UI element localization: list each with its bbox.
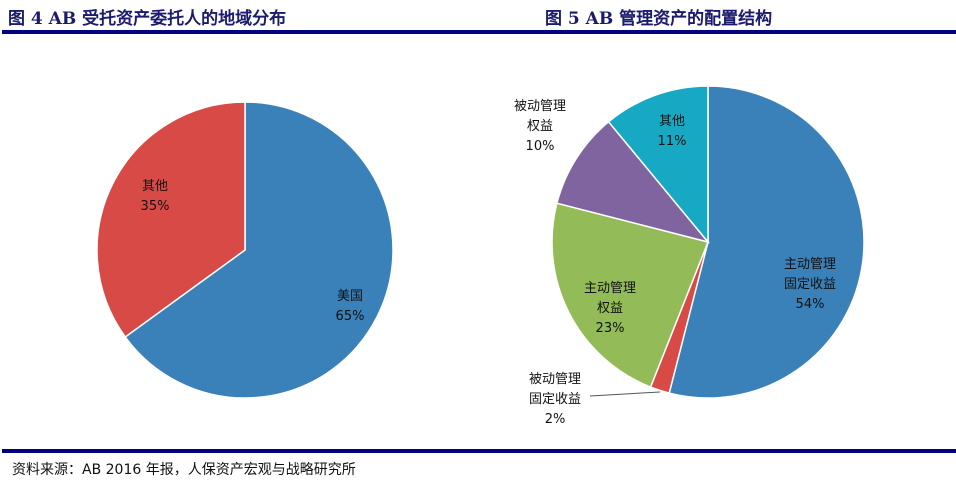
slice-percent-label: 35% [141,199,170,214]
bottom-rule [2,449,956,453]
slice-category-label: 被动管理 [514,99,566,114]
pie-slice [96,101,246,339]
slice-percent-label: 2% [545,412,566,427]
slice-percent-label: 10% [526,139,555,154]
slice-category-label: 固定收益 [784,277,836,292]
slice-category-label: 其他 [659,114,685,129]
slice-category-label: 美国 [337,289,363,304]
figure4-title: 图 4 AB 受托资产委托人的地域分布 [8,9,287,29]
pie-slice [551,202,710,389]
slice-category-label: 权益 [527,118,553,134]
slice-percent-label: 65% [336,309,365,324]
slice-percent-label: 11% [658,134,687,149]
slice-category-label: 被动管理 [529,372,581,387]
slice-category-label: 固定收益 [529,392,581,407]
pie-slice [555,120,711,244]
slice-category-label: 权益 [597,300,623,316]
pie-slice [124,101,394,399]
slice-percent-label: 23% [596,321,625,336]
source-note: 资料来源：AB 2016 年报，人保资产宏观与战略研究所 [12,462,356,478]
pie-slice [668,85,865,399]
slice-category-label: 主动管理 [584,281,636,296]
figure5-title: 图 5 AB 管理资产的配置结构 [545,9,773,29]
top-rule [2,30,956,34]
slice-category-label: 其他 [142,179,168,194]
slice-category-label: 主动管理 [784,257,836,272]
pie-slice [607,85,709,245]
leader-line [589,391,661,397]
slice-percent-label: 54% [796,297,825,312]
